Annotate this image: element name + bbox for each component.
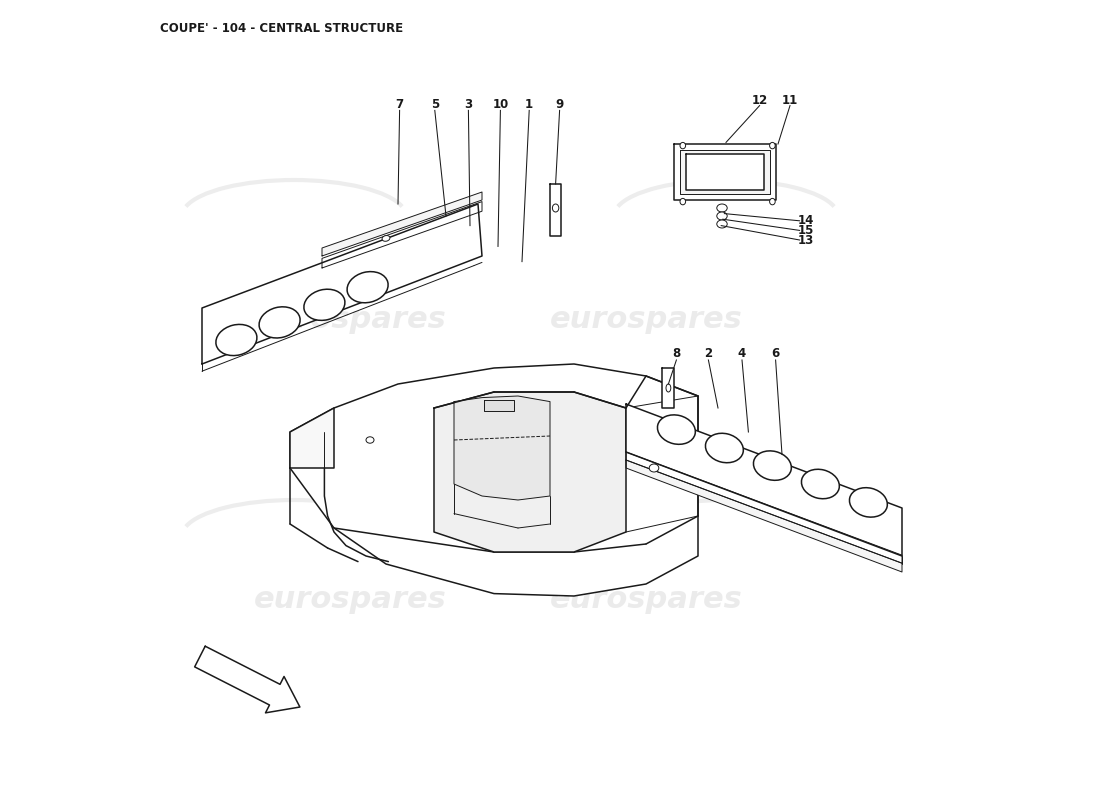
Ellipse shape xyxy=(717,204,727,212)
Text: 10: 10 xyxy=(493,98,508,110)
Text: 1: 1 xyxy=(525,98,533,110)
Text: COUPE' - 104 - CENTRAL STRUCTURE: COUPE' - 104 - CENTRAL STRUCTURE xyxy=(160,22,403,34)
Text: 5: 5 xyxy=(431,98,439,110)
Text: 12: 12 xyxy=(751,94,768,106)
Ellipse shape xyxy=(216,325,257,355)
Text: 11: 11 xyxy=(782,94,799,106)
Ellipse shape xyxy=(649,464,659,472)
Ellipse shape xyxy=(366,437,374,443)
Ellipse shape xyxy=(304,290,345,320)
Text: 8: 8 xyxy=(672,347,681,360)
Polygon shape xyxy=(202,204,482,364)
Polygon shape xyxy=(454,396,550,500)
Polygon shape xyxy=(686,154,764,190)
Ellipse shape xyxy=(849,488,888,517)
Polygon shape xyxy=(550,184,561,236)
Text: 13: 13 xyxy=(798,234,814,246)
Ellipse shape xyxy=(680,198,685,205)
Text: eurospares: eurospares xyxy=(550,586,742,614)
Polygon shape xyxy=(434,392,626,552)
Text: 3: 3 xyxy=(464,98,473,110)
Text: eurospares: eurospares xyxy=(550,306,742,334)
Ellipse shape xyxy=(717,220,727,228)
Text: 6: 6 xyxy=(771,347,780,360)
Ellipse shape xyxy=(658,415,695,444)
Text: 2: 2 xyxy=(704,347,713,360)
Ellipse shape xyxy=(754,451,791,480)
Polygon shape xyxy=(290,364,698,596)
Ellipse shape xyxy=(770,142,776,149)
Polygon shape xyxy=(484,400,514,411)
Text: 7: 7 xyxy=(396,98,404,110)
Polygon shape xyxy=(680,150,770,194)
Text: 15: 15 xyxy=(798,224,814,237)
Text: eurospares: eurospares xyxy=(254,586,447,614)
Ellipse shape xyxy=(717,212,727,220)
Ellipse shape xyxy=(666,384,671,392)
Text: eurospares: eurospares xyxy=(254,306,447,334)
Ellipse shape xyxy=(260,307,300,338)
Ellipse shape xyxy=(348,272,388,302)
Ellipse shape xyxy=(382,235,389,242)
Ellipse shape xyxy=(770,198,776,205)
Ellipse shape xyxy=(802,470,839,498)
Ellipse shape xyxy=(705,434,744,462)
Text: 4: 4 xyxy=(738,347,746,360)
Ellipse shape xyxy=(552,204,559,212)
Polygon shape xyxy=(626,452,902,563)
Text: 14: 14 xyxy=(798,214,814,227)
Polygon shape xyxy=(322,192,482,256)
Polygon shape xyxy=(626,460,902,572)
Text: 9: 9 xyxy=(556,98,563,110)
Polygon shape xyxy=(662,368,674,408)
Polygon shape xyxy=(674,144,775,200)
Polygon shape xyxy=(626,404,902,556)
Polygon shape xyxy=(290,408,334,468)
Polygon shape xyxy=(195,646,300,713)
Polygon shape xyxy=(322,202,482,268)
Ellipse shape xyxy=(680,142,685,149)
